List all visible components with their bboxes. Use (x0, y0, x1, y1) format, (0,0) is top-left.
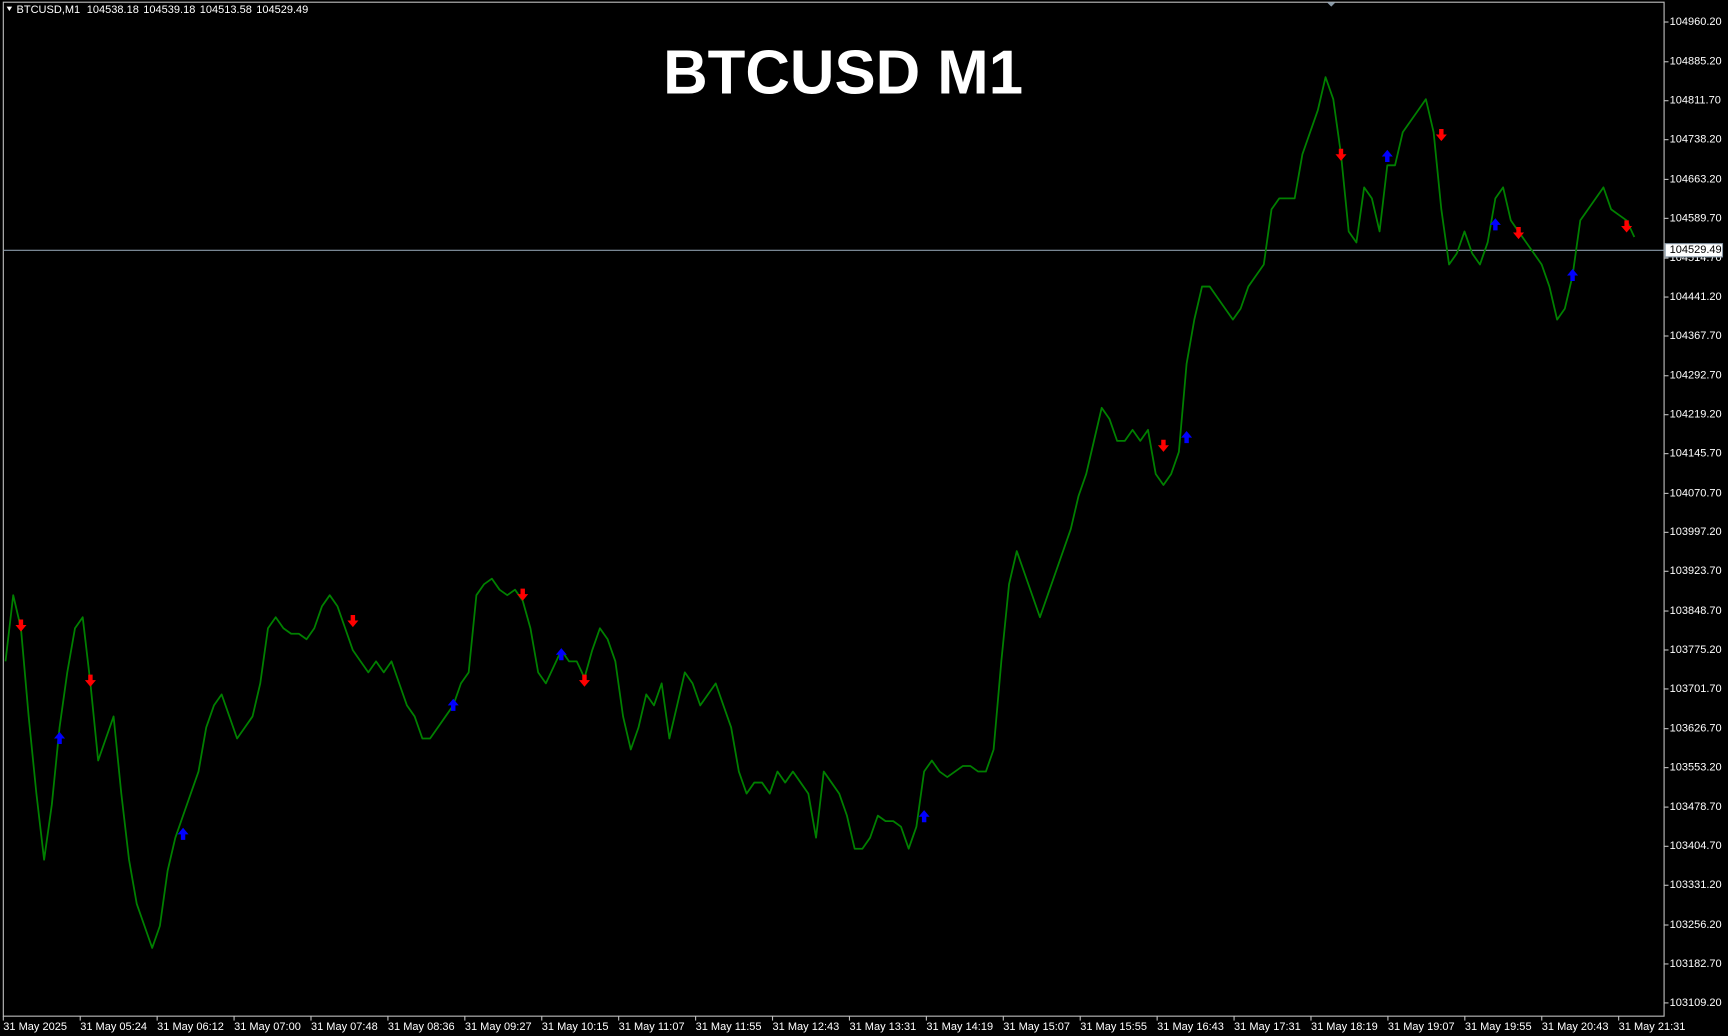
shift-marker (1326, 2, 1336, 7)
buy-arrow (1489, 218, 1501, 231)
y-tick-label: 103478.70 (1670, 801, 1722, 813)
y-tick-label: 104441.20 (1670, 291, 1722, 303)
x-tick-label: 31 May 11:07 (619, 1021, 685, 1033)
y-tick-label: 103923.70 (1670, 565, 1722, 577)
y-tick-label: 103182.70 (1670, 958, 1722, 970)
y-tick-label: 104070.70 (1670, 487, 1722, 499)
chart-title: BTCUSD M1 (663, 38, 1023, 107)
x-tick-label: 31 May 05:24 (80, 1021, 147, 1033)
x-tick-label: 31 May 18:19 (1311, 1021, 1378, 1033)
x-tick-label: 31 May 21:31 (1619, 1021, 1686, 1033)
sell-arrow (1335, 148, 1347, 161)
buy-arrow (1181, 430, 1193, 444)
x-tick-label: 31 May 09:27 (465, 1021, 532, 1033)
header-ohlc: 104538.18 (87, 4, 139, 16)
header-ohlc: 104529.49 (256, 4, 308, 16)
y-tick-label: 104738.20 (1670, 134, 1722, 146)
y-tick-label: 104589.70 (1670, 212, 1722, 224)
x-tick-label: 31 May 19:07 (1388, 1021, 1455, 1033)
y-tick-label: 104663.20 (1670, 173, 1722, 185)
buy-arrow (555, 648, 567, 661)
buy-arrow (447, 698, 459, 711)
x-tick-label: 31 May 12:43 (773, 1021, 840, 1033)
chart-header: BTCUSD,M1 104538.18 104539.18 104513.58 1045… (17, 4, 309, 16)
buy-arrow (918, 810, 930, 823)
price-label-box (1664, 243, 1724, 258)
y-tick-label: 103404.70 (1670, 840, 1722, 852)
y-tick-label: 104811.70 (1670, 95, 1721, 107)
y-tick-label: 104145.70 (1670, 448, 1722, 460)
x-tick-label: 31 May 20:43 (1542, 1021, 1609, 1033)
x-tick-label: 31 May 19:55 (1465, 1021, 1532, 1033)
y-tick-label: 104219.20 (1670, 409, 1722, 421)
sell-arrow (578, 674, 590, 687)
y-tick-label: 104885.20 (1670, 56, 1722, 68)
y-tick-label: 103848.70 (1670, 605, 1722, 617)
x-tick-label: 31 May 11:55 (696, 1021, 762, 1033)
x-tick-label: 31 May 07:48 (311, 1021, 378, 1033)
x-tick-label: 31 May 16:43 (1157, 1021, 1224, 1033)
x-tick-label: 31 May 08:36 (388, 1021, 455, 1033)
x-tick-label: 31 May 14:19 (926, 1021, 993, 1033)
header-symbol: BTCUSD,M1 (17, 4, 81, 16)
menu-triangle[interactable] (6, 6, 13, 12)
x-tick-label: 31 May 15:55 (1080, 1021, 1147, 1033)
x-tick-label: 31 May 13:31 (849, 1021, 916, 1033)
y-tick-label: 103256.20 (1670, 919, 1722, 931)
plot-frame (2, 1, 1665, 1017)
price-label: 104529.49 (1670, 244, 1722, 256)
buy-arrow (1567, 268, 1579, 282)
x-tick-label: 31 May 10:15 (542, 1021, 609, 1033)
x-tick-label: 31 May 2025 (3, 1021, 67, 1033)
x-tick-label: 31 May 06:12 (157, 1021, 224, 1033)
y-tick-label: 104367.70 (1670, 330, 1722, 342)
buy-arrow (54, 731, 66, 744)
buy-arrow (177, 827, 189, 840)
y-tick-label: 103331.20 (1670, 879, 1722, 891)
sell-arrow (347, 615, 359, 628)
price-line-series (4, 76, 1636, 949)
x-tick-label: 31 May 15:07 (1003, 1021, 1070, 1033)
y-tick-label: 103775.20 (1670, 644, 1722, 656)
y-tick-label: 103109.20 (1670, 997, 1722, 1009)
buy-arrow (1381, 149, 1393, 163)
sell-arrow (1513, 227, 1525, 240)
header-ohlc: 104539.18 (143, 4, 195, 16)
y-tick-label: 104292.70 (1670, 370, 1722, 382)
sell-arrow (84, 674, 96, 687)
header-ohlc: 104513.58 (200, 4, 252, 16)
sell-arrow (1435, 128, 1447, 142)
y-tick-label: 103701.70 (1670, 683, 1722, 695)
y-tick-label: 103553.20 (1670, 762, 1722, 774)
y-tick-label: 104960.20 (1670, 16, 1722, 28)
sell-arrow (15, 619, 27, 632)
x-tick-label: 31 May 17:31 (1234, 1021, 1301, 1033)
y-tick-label: 103997.20 (1670, 526, 1722, 538)
y-tick-label: 103626.70 (1670, 723, 1722, 735)
sell-arrow (1157, 439, 1169, 452)
sell-arrow (517, 588, 529, 601)
x-tick-label: 31 May 07:00 (234, 1021, 301, 1033)
sell-arrow (1621, 220, 1633, 233)
